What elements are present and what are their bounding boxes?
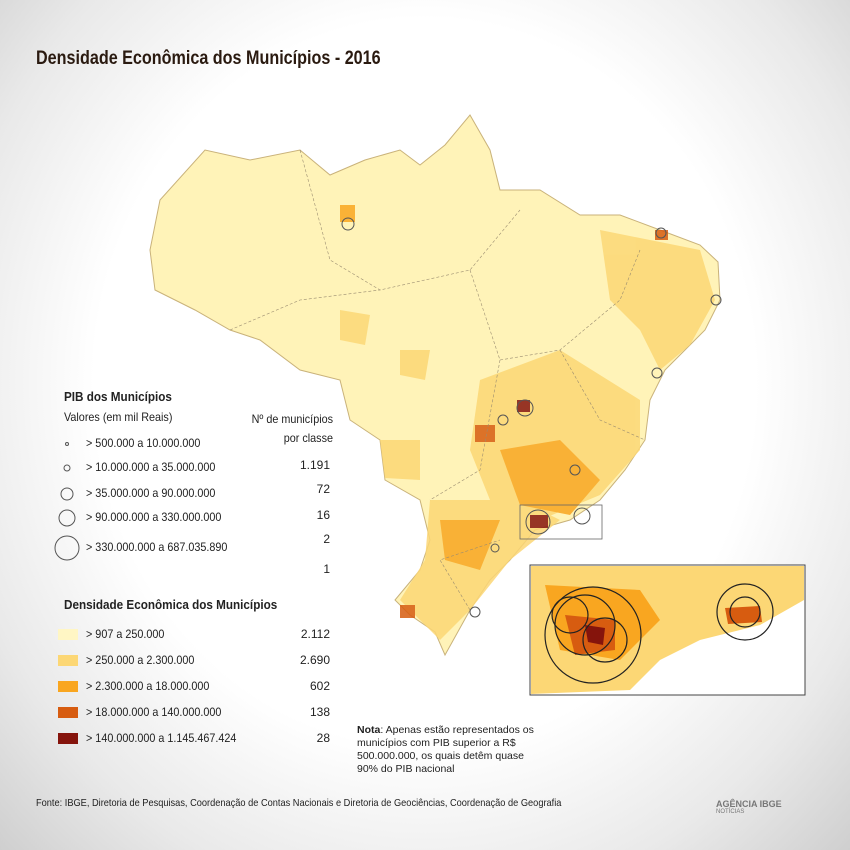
- pib-class-label: > 35.000.000 a 90.000.000: [86, 486, 216, 500]
- density-legend-title: Densidade Econômica dos Municípios: [64, 597, 278, 612]
- title: Densidade Econômica dos Municípios - 201…: [36, 48, 381, 69]
- inset-marker: [519, 504, 603, 540]
- state-borders: [229, 149, 646, 611]
- density-swatch: [58, 707, 78, 718]
- pib-class-label: > 500.000 a 10.000.000: [86, 436, 201, 450]
- pib-class-label: > 330.000.000 a 687.035.890: [86, 540, 228, 554]
- pib-circles: [341, 217, 722, 618]
- source: Fonte: IBGE, Diretoria de Pesquisas, Coo…: [36, 797, 562, 809]
- density-swatch: [58, 733, 78, 744]
- logo: AGÊNCIA IBGE NOTÍCIAS: [716, 799, 782, 815]
- count-header: Nº de municípios por classe: [251, 412, 333, 445]
- density-class-count: 138: [309, 705, 330, 719]
- density-swatch: [58, 655, 78, 666]
- density-class-count: 28: [316, 731, 330, 745]
- pib-class-label: > 90.000.000 a 330.000.000: [86, 510, 222, 524]
- pib-class-label: > 10.000.000 a 35.000.000: [86, 460, 216, 474]
- density-areas: [340, 205, 715, 640]
- density-swatch: [58, 629, 78, 640]
- pib-class-count: 1: [323, 562, 330, 576]
- density-swatch: [58, 681, 78, 692]
- density-class-count: 602: [309, 679, 330, 693]
- pib-class-count: 1.191: [299, 458, 330, 472]
- inset-map: [529, 564, 806, 696]
- pib-class-count: 16: [316, 508, 330, 522]
- density-class-label: > 18.000.000 a 140.000.000: [86, 705, 222, 719]
- density-class-count: 2.112: [300, 627, 330, 641]
- density-class-label: > 2.300.000 a 18.000.000: [86, 679, 210, 693]
- pib-legend-title: PIB dos Municípios: [64, 389, 172, 404]
- pib-legend-symbols: [54, 442, 80, 561]
- density-class-label: > 140.000.000 a 1.145.467.424: [86, 731, 237, 745]
- logo-name: AGÊNCIA IBGE: [716, 799, 782, 809]
- logo-sub: NOTÍCIAS: [716, 809, 745, 815]
- note-text: : Apenas estão representados os municípi…: [357, 724, 534, 775]
- density-class-count: 2.690: [299, 653, 330, 667]
- density-class-label: > 907 a 250.000: [86, 627, 165, 641]
- note-label: Nota: [357, 724, 381, 736]
- density-class-label: > 250.000 a 2.300.000: [86, 653, 195, 667]
- pib-class-count: 2: [323, 532, 330, 546]
- pib-class-count: 72: [316, 482, 330, 496]
- pib-legend-subtitle: Valores (em mil Reais): [64, 410, 173, 424]
- note: Nota: Apenas estão representados os muni…: [357, 724, 542, 776]
